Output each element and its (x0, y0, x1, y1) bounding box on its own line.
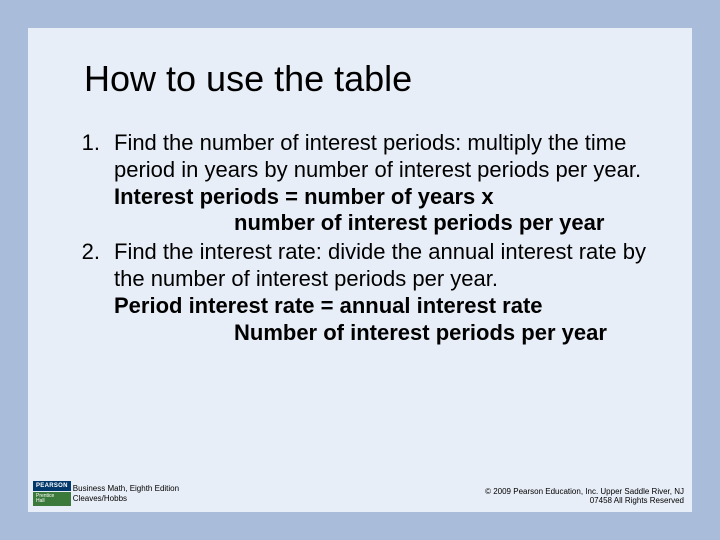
publisher-logo: PEARSON Prentice Hall (33, 481, 71, 506)
item-body: Find the interest rate: divide the annua… (114, 239, 652, 346)
copyright: © 2009 Pearson Education, Inc. Upper Sad… (485, 487, 684, 506)
item-text: Find the number of interest periods: mul… (114, 130, 641, 182)
item-number: 2. (68, 239, 114, 346)
list-item: 1. Find the number of interest periods: … (68, 130, 652, 237)
item-body: Find the number of interest periods: mul… (114, 130, 652, 237)
copyright-line2: 07458 All Rights Reserved (590, 496, 684, 505)
book-info: Business Math, Eighth Edition Cleaves/Ho… (73, 484, 179, 503)
item-formula-line2: Number of interest periods per year (114, 320, 607, 345)
copyright-line1: © 2009 Pearson Education, Inc. Upper Sad… (485, 487, 684, 496)
slide-title: How to use the table (84, 58, 652, 100)
book-authors: Cleaves/Hobbs (73, 494, 127, 503)
numbered-list: 1. Find the number of interest periods: … (68, 130, 652, 347)
footer-left: PEARSON Prentice Hall Business Math, Eig… (33, 481, 179, 506)
item-formula-line1: Period interest rate = annual interest r… (114, 293, 543, 318)
item-text: Find the interest rate: divide the annua… (114, 239, 646, 291)
footer: PEARSON Prentice Hall Business Math, Eig… (33, 481, 684, 506)
slide: How to use the table 1. Find the number … (28, 28, 692, 512)
item-formula-line1: Interest periods = number of years x (114, 184, 494, 209)
item-formula-line2: number of interest periods per year (114, 210, 604, 235)
logo-pearson: PEARSON (33, 481, 71, 491)
book-title: Business Math, Eighth Edition (73, 484, 179, 493)
item-number: 1. (68, 130, 114, 237)
list-item: 2. Find the interest rate: divide the an… (68, 239, 652, 346)
logo-prentice-hall: Prentice Hall (33, 492, 71, 506)
